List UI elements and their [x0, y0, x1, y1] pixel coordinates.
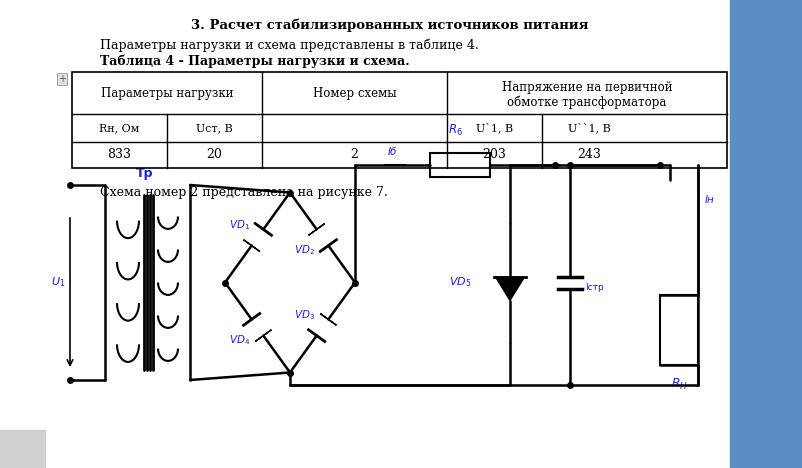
Text: 3. Расчет стабилизированных источников питания: 3. Расчет стабилизированных источников п… [192, 18, 589, 31]
Text: 2: 2 [350, 148, 358, 161]
Polygon shape [244, 240, 260, 251]
Text: $VD_2$: $VD_2$ [294, 243, 315, 257]
Text: $R_6$: $R_6$ [448, 123, 463, 138]
Polygon shape [309, 224, 325, 235]
Text: Напряжение на первичной: Напряжение на первичной [502, 81, 672, 95]
Text: обмотке трансформатора: обмотке трансформатора [508, 95, 666, 109]
Text: Iстр: Iстр [585, 283, 604, 292]
Text: Параметры нагрузки: Параметры нагрузки [101, 87, 233, 100]
Text: 203: 203 [483, 148, 506, 161]
Text: Тр: Тр [136, 167, 154, 180]
Bar [0, 430, 45, 468]
Text: $VD_4$: $VD_4$ [229, 334, 250, 347]
Text: 833: 833 [107, 148, 132, 161]
Bar [660, 295, 698, 365]
Bar [430, 153, 490, 177]
Text: +: + [58, 74, 66, 84]
Text: Таблица 4 - Параметры нагрузки и схема.: Таблица 4 - Параметры нагрузки и схема. [100, 55, 410, 68]
Text: Iн: Iн [705, 195, 715, 205]
Text: $U_1$: $U_1$ [51, 276, 65, 289]
Bar [730, 0, 802, 468]
Text: 243: 243 [577, 148, 602, 161]
Bar [72, 72, 727, 168]
Text: Схема номер 2 представлена на рисунке 7.: Схема номер 2 представлена на рисунке 7. [100, 186, 387, 199]
Text: Iб: Iб [387, 147, 397, 157]
Polygon shape [320, 314, 337, 325]
Text: Параметры нагрузки и схема представлены в таблице 4.: Параметры нагрузки и схема представлены … [100, 38, 479, 51]
Text: Rн, Ом: Rн, Ом [99, 123, 140, 133]
Text: $VD_1$: $VD_1$ [229, 218, 250, 232]
Polygon shape [496, 277, 525, 300]
Polygon shape [255, 330, 271, 342]
Text: Uст, В: Uст, В [196, 123, 233, 133]
Text: $VD_3$: $VD_3$ [294, 308, 315, 322]
Text: 20: 20 [207, 148, 222, 161]
Text: U`1, В: U`1, В [476, 123, 513, 133]
Text: U``1, В: U``1, В [568, 123, 611, 133]
Text: $R_H$: $R_H$ [671, 377, 688, 392]
Text: Номер схемы: Номер схемы [313, 87, 396, 100]
Text: $VD_5$: $VD_5$ [449, 276, 472, 289]
